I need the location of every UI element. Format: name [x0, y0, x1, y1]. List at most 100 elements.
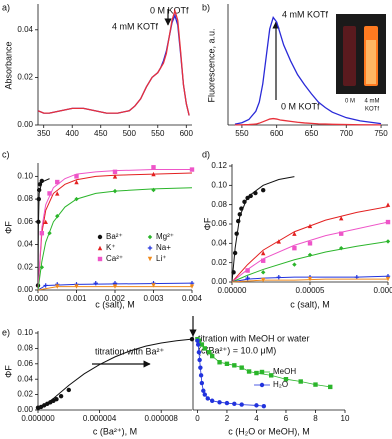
- panel-label: b): [202, 2, 210, 12]
- inset-label: KOTf: [365, 107, 379, 113]
- x-tick-label: 650: [305, 129, 319, 138]
- fit-line: [37, 338, 193, 411]
- data-point: [283, 377, 289, 382]
- fit-line: [37, 169, 192, 291]
- y-tick-label: 0.10: [17, 328, 33, 337]
- data-point: [74, 196, 79, 202]
- y-tick-label: 0.02: [17, 73, 33, 82]
- y-tick-label: 0.10: [211, 180, 227, 189]
- fit-line: [37, 282, 193, 291]
- data-point: [239, 365, 244, 370]
- data-point: [112, 169, 118, 175]
- x-tick-label: 350: [37, 129, 51, 138]
- data-point: [151, 165, 156, 170]
- data-point: [36, 187, 42, 193]
- x-tick-label: 550: [235, 129, 249, 138]
- data-point: [292, 262, 297, 267]
- data-point: [189, 167, 195, 172]
- data-point: [195, 342, 201, 347]
- data-point: [43, 283, 48, 288]
- data-point: [74, 174, 79, 179]
- x-tick-label: 4: [254, 414, 259, 423]
- data-point: [385, 202, 391, 207]
- data-point: [236, 218, 241, 224]
- y-tick-label: 0.12: [211, 161, 227, 170]
- fit-line: [231, 278, 388, 283]
- legend-marker: [259, 369, 265, 375]
- y-tick-label: 0.00: [17, 285, 33, 294]
- legend-marker: [97, 234, 103, 240]
- y-axis-label: ΦF: [3, 365, 13, 378]
- data-point: [261, 258, 266, 263]
- x-tick-label: 450: [94, 129, 108, 138]
- data-point: [151, 187, 156, 193]
- x-axis-label: c (salt), M: [290, 299, 330, 309]
- legend-marker: [147, 234, 153, 240]
- y-tick-label: 0.10: [17, 171, 33, 180]
- y-axis-label: Fluorescence, a.u.: [206, 28, 216, 102]
- data-point: [307, 252, 313, 258]
- fit-line: [231, 240, 389, 283]
- data-point: [36, 196, 41, 202]
- data-point: [207, 350, 212, 355]
- x-tick-label: 0.003: [143, 294, 164, 303]
- data-point: [47, 230, 52, 236]
- annotation: titration with MeOH or water: [198, 333, 310, 343]
- y-tick-label: 0.04: [17, 240, 33, 249]
- y-tick-label: 0.00: [17, 120, 33, 129]
- data-point: [195, 338, 200, 343]
- fit-line: [37, 178, 50, 291]
- y-axis-label: ΦF: [3, 221, 13, 234]
- x-tick-label: 400: [66, 129, 80, 138]
- data-point: [261, 250, 266, 256]
- spectrum-line: [234, 117, 382, 126]
- data-point: [339, 245, 344, 251]
- legend-label: Ca²⁺: [106, 254, 123, 263]
- data-point: [254, 370, 259, 376]
- data-point: [93, 280, 98, 286]
- data-point: [196, 350, 202, 355]
- data-point: [232, 401, 237, 407]
- data-point: [209, 353, 215, 359]
- data-point: [74, 284, 79, 289]
- data-point: [66, 387, 72, 393]
- data-point: [239, 206, 244, 211]
- data-point: [55, 179, 60, 185]
- y-tick-label: 0.08: [211, 200, 227, 209]
- data-point: [151, 171, 156, 177]
- data-point: [254, 403, 259, 408]
- data-point: [37, 182, 43, 187]
- data-point: [36, 219, 41, 225]
- data-point: [239, 402, 244, 407]
- data-point: [307, 223, 313, 229]
- data-point: [339, 231, 344, 236]
- data-point: [261, 403, 267, 409]
- x-tick-label: 750: [374, 129, 388, 138]
- data-point: [253, 190, 258, 196]
- data-point: [245, 275, 250, 281]
- data-point: [231, 270, 236, 275]
- y-tick-label: 0.06: [17, 359, 33, 368]
- data-point: [43, 219, 48, 225]
- data-point: [198, 373, 204, 378]
- data-point: [313, 382, 318, 387]
- spectrum-line: [234, 16, 382, 125]
- panel-label: a): [2, 2, 10, 12]
- inset-photo: [336, 14, 386, 94]
- x-tick-label: 0.000008: [145, 414, 179, 423]
- y-tick-label: 0.04: [17, 25, 33, 34]
- data-point: [224, 361, 230, 366]
- data-point: [189, 284, 195, 289]
- annotation: 4 mM KOTf: [112, 21, 159, 31]
- annotation: (c(Ba²⁺) = 10.0 μM): [198, 345, 276, 355]
- data-point: [39, 265, 45, 270]
- data-point: [39, 230, 45, 236]
- y-axis-label: Absorbance: [3, 41, 13, 89]
- y-tick-label: 0.06: [17, 217, 33, 226]
- x-tick-label: 600: [270, 129, 284, 138]
- y-tick-label: 0.02: [17, 262, 33, 271]
- legend-marker: [147, 245, 153, 251]
- x-tick-label: 550: [151, 129, 165, 138]
- x-tick-label: 2: [225, 414, 230, 423]
